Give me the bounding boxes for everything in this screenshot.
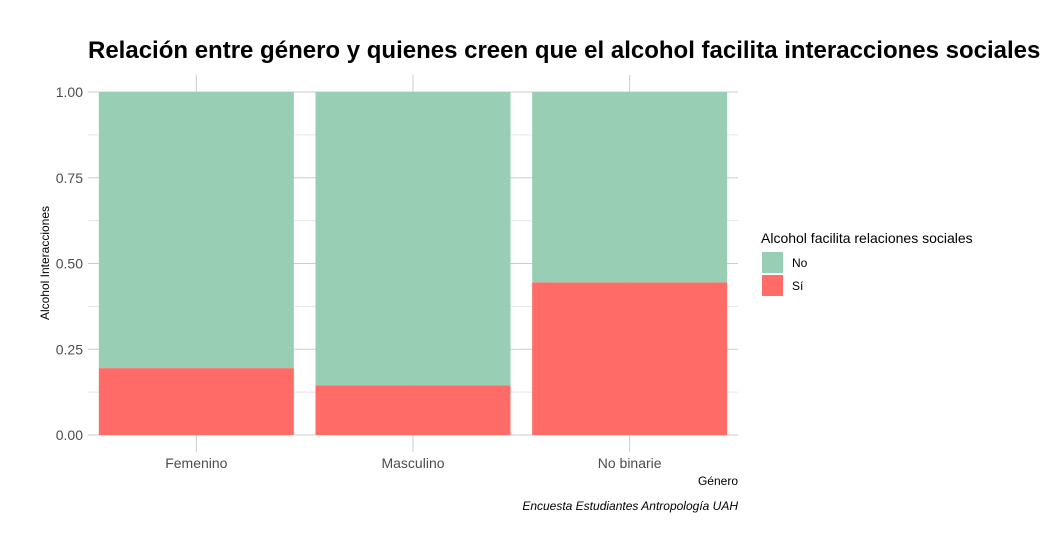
y-tick-label: 0.00 bbox=[56, 427, 83, 443]
chart-caption: Encuesta Estudiantes Antropología UAH bbox=[522, 499, 738, 513]
bar-si-3 bbox=[532, 282, 728, 435]
x-tick-label: Femenino bbox=[165, 455, 227, 471]
bar-no-1 bbox=[98, 92, 294, 369]
chart-title: Relación entre género y quienes creen qu… bbox=[88, 37, 1040, 64]
legend-title: Alcohol facilita relaciones sociales bbox=[761, 230, 973, 246]
y-tick-label: 0.50 bbox=[56, 256, 83, 272]
x-axis-title: Género bbox=[698, 474, 738, 488]
y-tick-label: 1.00 bbox=[56, 84, 83, 100]
y-tick-label: 0.25 bbox=[56, 341, 83, 357]
bars bbox=[98, 92, 728, 435]
bar-si-2 bbox=[315, 385, 511, 435]
x-tick-label: No binarie bbox=[598, 455, 662, 471]
bar-no-2 bbox=[315, 92, 511, 386]
x-axis-ticks: Femenino Masculino No binarie bbox=[165, 455, 662, 471]
bar-si-1 bbox=[98, 368, 294, 435]
legend-label: No bbox=[792, 256, 808, 270]
legend: Alcohol facilita relaciones sociales No S… bbox=[761, 230, 973, 296]
x-tick-label: Masculino bbox=[381, 455, 444, 471]
y-tick-label: 0.75 bbox=[56, 170, 83, 186]
y-axis-ticks: 0.00 0.25 0.50 0.75 1.00 bbox=[56, 84, 83, 443]
legend-label: Sí bbox=[792, 279, 804, 293]
bar-no-3 bbox=[532, 92, 728, 283]
legend-key-no bbox=[762, 252, 783, 273]
y-axis-title: Alcohol Interacciones bbox=[38, 206, 52, 320]
legend-key-si bbox=[762, 275, 783, 296]
